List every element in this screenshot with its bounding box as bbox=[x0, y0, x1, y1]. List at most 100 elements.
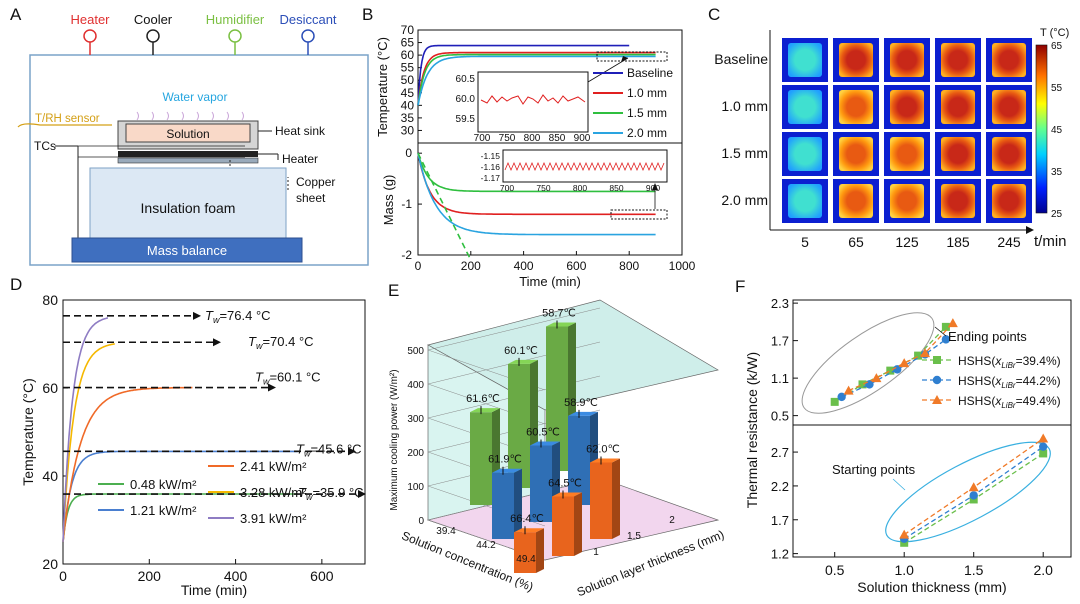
f-point bbox=[871, 373, 882, 383]
e-bar-front bbox=[508, 363, 530, 488]
unit-heater: Heater bbox=[70, 12, 110, 55]
e-ytick: 2 bbox=[669, 515, 675, 526]
b-bottom-inset-ytick: -1.16 bbox=[481, 162, 501, 172]
f-series-2 bbox=[843, 318, 1049, 539]
d-ytick-label: 20 bbox=[42, 556, 58, 572]
c-colorbar-tick: 55 bbox=[1051, 83, 1063, 94]
b-top-inset bbox=[477, 71, 589, 133]
f-point bbox=[947, 318, 958, 328]
b-top-inset-ytick: 59.5 bbox=[456, 114, 476, 125]
f-point bbox=[932, 395, 942, 404]
d-annotation-value: =35.9 °C bbox=[312, 485, 363, 500]
e-bar-top bbox=[470, 408, 500, 413]
b-top-zoom-box bbox=[596, 51, 668, 62]
f-ytop-label: 1.7 bbox=[771, 334, 789, 349]
f-point bbox=[830, 397, 839, 406]
d-legend-label: 3.28 kW/m² bbox=[240, 485, 307, 500]
thermal-cell bbox=[941, 184, 975, 218]
d-annotation-value: =45.6 °C bbox=[310, 441, 361, 456]
d-legend-label: 1.21 kW/m² bbox=[130, 503, 197, 518]
b-top-inset-trace bbox=[480, 94, 586, 105]
heater-icon bbox=[83, 29, 97, 43]
e-bar-label: 60.1℃ bbox=[504, 345, 538, 357]
f-xtick-label: 1.0 bbox=[894, 562, 914, 578]
panel-b: B Temperature (°C) Mass (g) 303540455055… bbox=[362, 5, 696, 289]
f-point bbox=[914, 351, 923, 360]
heat-sink-label: Heat sink bbox=[275, 124, 326, 138]
b-bottom-yticks: 0 -1 -2 bbox=[401, 146, 422, 262]
e-bar-side bbox=[536, 528, 544, 573]
b-top-series-1 bbox=[417, 51, 656, 106]
b-legend-label: 2.0 mm bbox=[627, 126, 667, 140]
d-annotation-sub: w bbox=[256, 341, 263, 351]
d-ytick-label: 80 bbox=[42, 292, 58, 308]
tcs-label: TCs bbox=[34, 139, 56, 153]
f-point bbox=[886, 366, 895, 375]
e-bar-label: 61.9℃ bbox=[488, 454, 522, 466]
e-bar-front bbox=[552, 496, 574, 556]
d-annotation-value: =70.4 °C bbox=[262, 334, 313, 349]
b-top-inset-pointer bbox=[587, 57, 629, 83]
thermal-cell bbox=[941, 90, 975, 124]
unit-cooler: Cooler bbox=[134, 12, 173, 55]
c-row-label: 2.0 mm bbox=[721, 192, 768, 208]
e-bar-top bbox=[530, 441, 560, 446]
e-bar: 64.5℃ bbox=[548, 478, 582, 556]
b-top-inset-ticks: 60.5 60.0 59.5 700 750 800 850 900 bbox=[456, 74, 591, 144]
e-bar-side bbox=[612, 458, 620, 539]
panel-e: E 58.7℃ 60.1℃ 61.6℃ 58.9℃ 60.5℃ 61.9℃ 62.0℃ 64.… bbox=[388, 281, 726, 599]
b-bottom-inset-trace bbox=[504, 161, 665, 172]
f-point bbox=[899, 358, 910, 368]
c-xlabel: t/min bbox=[1034, 233, 1067, 250]
d-annotation-sub: w bbox=[263, 377, 270, 387]
b-top-inset-ytick: 60.5 bbox=[456, 74, 476, 85]
c-thermal-grid bbox=[782, 38, 1032, 223]
f-legend-symbol: x bbox=[994, 374, 1002, 388]
f-ybot-label: 1.7 bbox=[771, 513, 789, 528]
b-top-inset-ytick: 60.0 bbox=[456, 94, 476, 105]
f-frame bbox=[792, 299, 1072, 558]
d-series-2 bbox=[62, 386, 193, 543]
e-xtick: 39.4 bbox=[436, 526, 456, 537]
thermal-cell bbox=[890, 90, 924, 124]
e-xtick: 49.4 bbox=[516, 554, 536, 565]
d-annotation-sub: w bbox=[304, 448, 311, 458]
f-legend-symbol: x bbox=[994, 354, 1002, 368]
d-annotation: Tw=35.9 °C bbox=[298, 485, 364, 502]
f-legend-sub: LiBr bbox=[1001, 401, 1016, 410]
e-bar-front bbox=[470, 412, 492, 505]
e-bar-label: 62.0℃ bbox=[586, 444, 620, 456]
cooler-icon bbox=[146, 29, 160, 43]
d-annotation-value: =60.1 °C bbox=[269, 370, 320, 385]
b-bottom-inset-ytick: -1.17 bbox=[481, 173, 501, 183]
c-colorbar-tick: 25 bbox=[1051, 209, 1063, 220]
desiccant-icon bbox=[301, 29, 315, 43]
c-row-labels: Baseline 1.0 mm 1.5 mm 2.0 mm bbox=[714, 51, 768, 208]
e-ticks: 0 100 200 300 400 500 39.4 44.2 49.4 1 1.5 2 bbox=[407, 346, 675, 565]
d-series-3 bbox=[62, 343, 115, 543]
c-col-label: 65 bbox=[848, 234, 864, 250]
d-xtick-label: 200 bbox=[138, 568, 162, 584]
d-xlabel: Time (min) bbox=[181, 582, 247, 598]
c-col-label: 245 bbox=[997, 234, 1021, 250]
e-bar: 66.4℃ bbox=[510, 513, 544, 573]
c-colorbar-ticks: 65 55 45 35 25 bbox=[1051, 41, 1063, 220]
f-point bbox=[899, 529, 910, 539]
f-point bbox=[1039, 449, 1048, 458]
f-ytop-label: 0.5 bbox=[771, 409, 789, 424]
solution-layer bbox=[125, 123, 251, 143]
d-annotation-symbol: T bbox=[296, 441, 305, 456]
d-annotation-value: =76.4 °C bbox=[219, 308, 270, 323]
c-colorbar-tick: 65 bbox=[1051, 41, 1063, 52]
b-bottom-series-0 bbox=[417, 153, 656, 216]
b-bottom-xtick-label: 0 bbox=[415, 259, 422, 273]
f-legend-value: =49.4%) bbox=[1016, 394, 1061, 408]
e-zlabel-wrap: Maximum cooling power (W/m²) bbox=[389, 369, 400, 510]
vapor-arrows bbox=[136, 111, 244, 121]
e-gridline bbox=[427, 485, 546, 527]
c-colorbar-label: T (°C) bbox=[1040, 27, 1069, 39]
e-ztick: 300 bbox=[407, 414, 424, 425]
d-ticks: 20 40 60 80 0 200 400 600 bbox=[42, 292, 333, 584]
